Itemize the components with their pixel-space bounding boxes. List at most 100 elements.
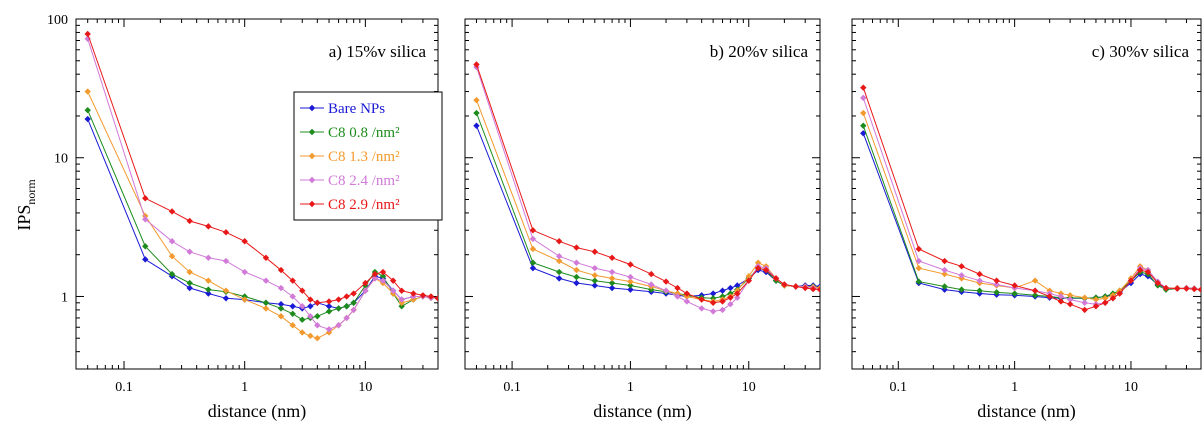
data-point: [591, 282, 599, 289]
data-point: [719, 287, 726, 294]
data-point: [289, 322, 296, 329]
plot-area: [473, 61, 820, 315]
data-point: [1092, 296, 1100, 303]
data-point: [1109, 295, 1117, 302]
data-point: [555, 238, 563, 245]
data-point: [1144, 268, 1152, 276]
data-point: [608, 254, 616, 261]
data-point: [222, 229, 230, 236]
data-point: [299, 303, 306, 310]
data-point: [277, 266, 285, 274]
data-point: [398, 287, 405, 294]
data-point: [84, 107, 91, 114]
data-point: [419, 292, 427, 299]
data-point: [262, 254, 270, 261]
data-point: [289, 303, 296, 310]
data-point: [762, 266, 770, 274]
data-point: [241, 296, 248, 303]
legend-label: C8 2.9 /nm²: [328, 197, 400, 213]
data-point: [262, 305, 270, 312]
data-point: [976, 270, 983, 278]
x-tick-label: 10: [358, 380, 372, 395]
data-point: [1011, 290, 1018, 297]
panel-title: a) 15%v silica: [329, 42, 427, 61]
data-point: [1092, 303, 1100, 310]
data-point: [142, 256, 149, 263]
legend-label: C8 0.8 /nm²: [328, 125, 400, 141]
data-point: [186, 279, 193, 287]
data-point: [941, 266, 948, 274]
data-point: [608, 268, 616, 276]
data-point: [1183, 285, 1190, 292]
data-point: [84, 88, 91, 95]
data-point: [1116, 290, 1123, 297]
data-point: [627, 282, 634, 289]
data-point: [608, 275, 616, 282]
legend-marker: [308, 152, 316, 160]
data-point: [1101, 295, 1109, 302]
data-point: [555, 268, 563, 276]
legend-marker: [308, 104, 316, 112]
x-tick-label: 10: [742, 380, 756, 395]
data-point: [529, 259, 537, 266]
data-point: [555, 257, 563, 265]
data-point: [335, 296, 342, 303]
data-point: [84, 115, 91, 123]
data-point: [573, 279, 580, 287]
data-point: [307, 296, 314, 303]
legend-marker: [308, 128, 316, 136]
data-point: [860, 130, 867, 137]
data-point: [591, 248, 599, 255]
data-point: [84, 30, 91, 38]
panel-title: b) 20%v silica: [710, 42, 809, 61]
data-point: [529, 245, 537, 253]
data-point: [314, 313, 321, 320]
data-point: [573, 266, 580, 274]
data-point: [555, 275, 563, 282]
data-point: [1046, 293, 1053, 300]
data-point: [325, 303, 333, 310]
data-point: [993, 281, 1000, 288]
data-point: [648, 281, 655, 288]
data-point: [674, 293, 681, 300]
data-point: [860, 84, 867, 91]
data-point: [627, 286, 634, 293]
data-point: [1174, 285, 1181, 292]
data-point: [698, 296, 705, 303]
data-point: [371, 275, 379, 282]
data-point: [627, 273, 634, 281]
panel-3: 0.1 1 10 distance (nm) c) 30%v silica: [851, 18, 1202, 422]
data-point: [573, 244, 580, 251]
data-point: [1136, 266, 1144, 274]
data-point: [1127, 277, 1135, 284]
data-point: [860, 122, 867, 129]
y-tick-label: 1: [61, 290, 68, 305]
data-point: [734, 294, 741, 301]
data-point: [277, 313, 285, 320]
data-point: [314, 322, 321, 329]
data-point: [398, 303, 405, 310]
data-point: [591, 272, 599, 279]
data-point: [754, 264, 762, 272]
panel-2: 0.1 1 10 distance (nm) b) 20%v silica: [464, 18, 821, 422]
legend-marker: [308, 200, 316, 208]
data-point: [915, 264, 922, 272]
data-point: [772, 275, 780, 282]
data-point: [299, 329, 306, 336]
data-point: [1066, 300, 1074, 308]
data-point: [591, 277, 599, 284]
data-point: [289, 310, 296, 317]
data-point: [608, 279, 616, 287]
legend: Bare NPs C8 0.8 /nm² C8 1.3 /nm² C8 2.4 /nm…: [293, 91, 443, 221]
data-point: [379, 277, 387, 284]
data-point: [350, 290, 357, 297]
data-point: [683, 290, 691, 297]
data-point: [205, 254, 212, 261]
data-point: [205, 290, 212, 297]
data-point: [222, 287, 230, 294]
x-axis-label: distance (nm): [593, 401, 691, 422]
panel-1: 0.1 1 10 1 10 100 distance (nm) a) 15%v silica B…: [47, 13, 443, 422]
data-point: [1081, 294, 1088, 301]
data-point: [299, 287, 306, 294]
